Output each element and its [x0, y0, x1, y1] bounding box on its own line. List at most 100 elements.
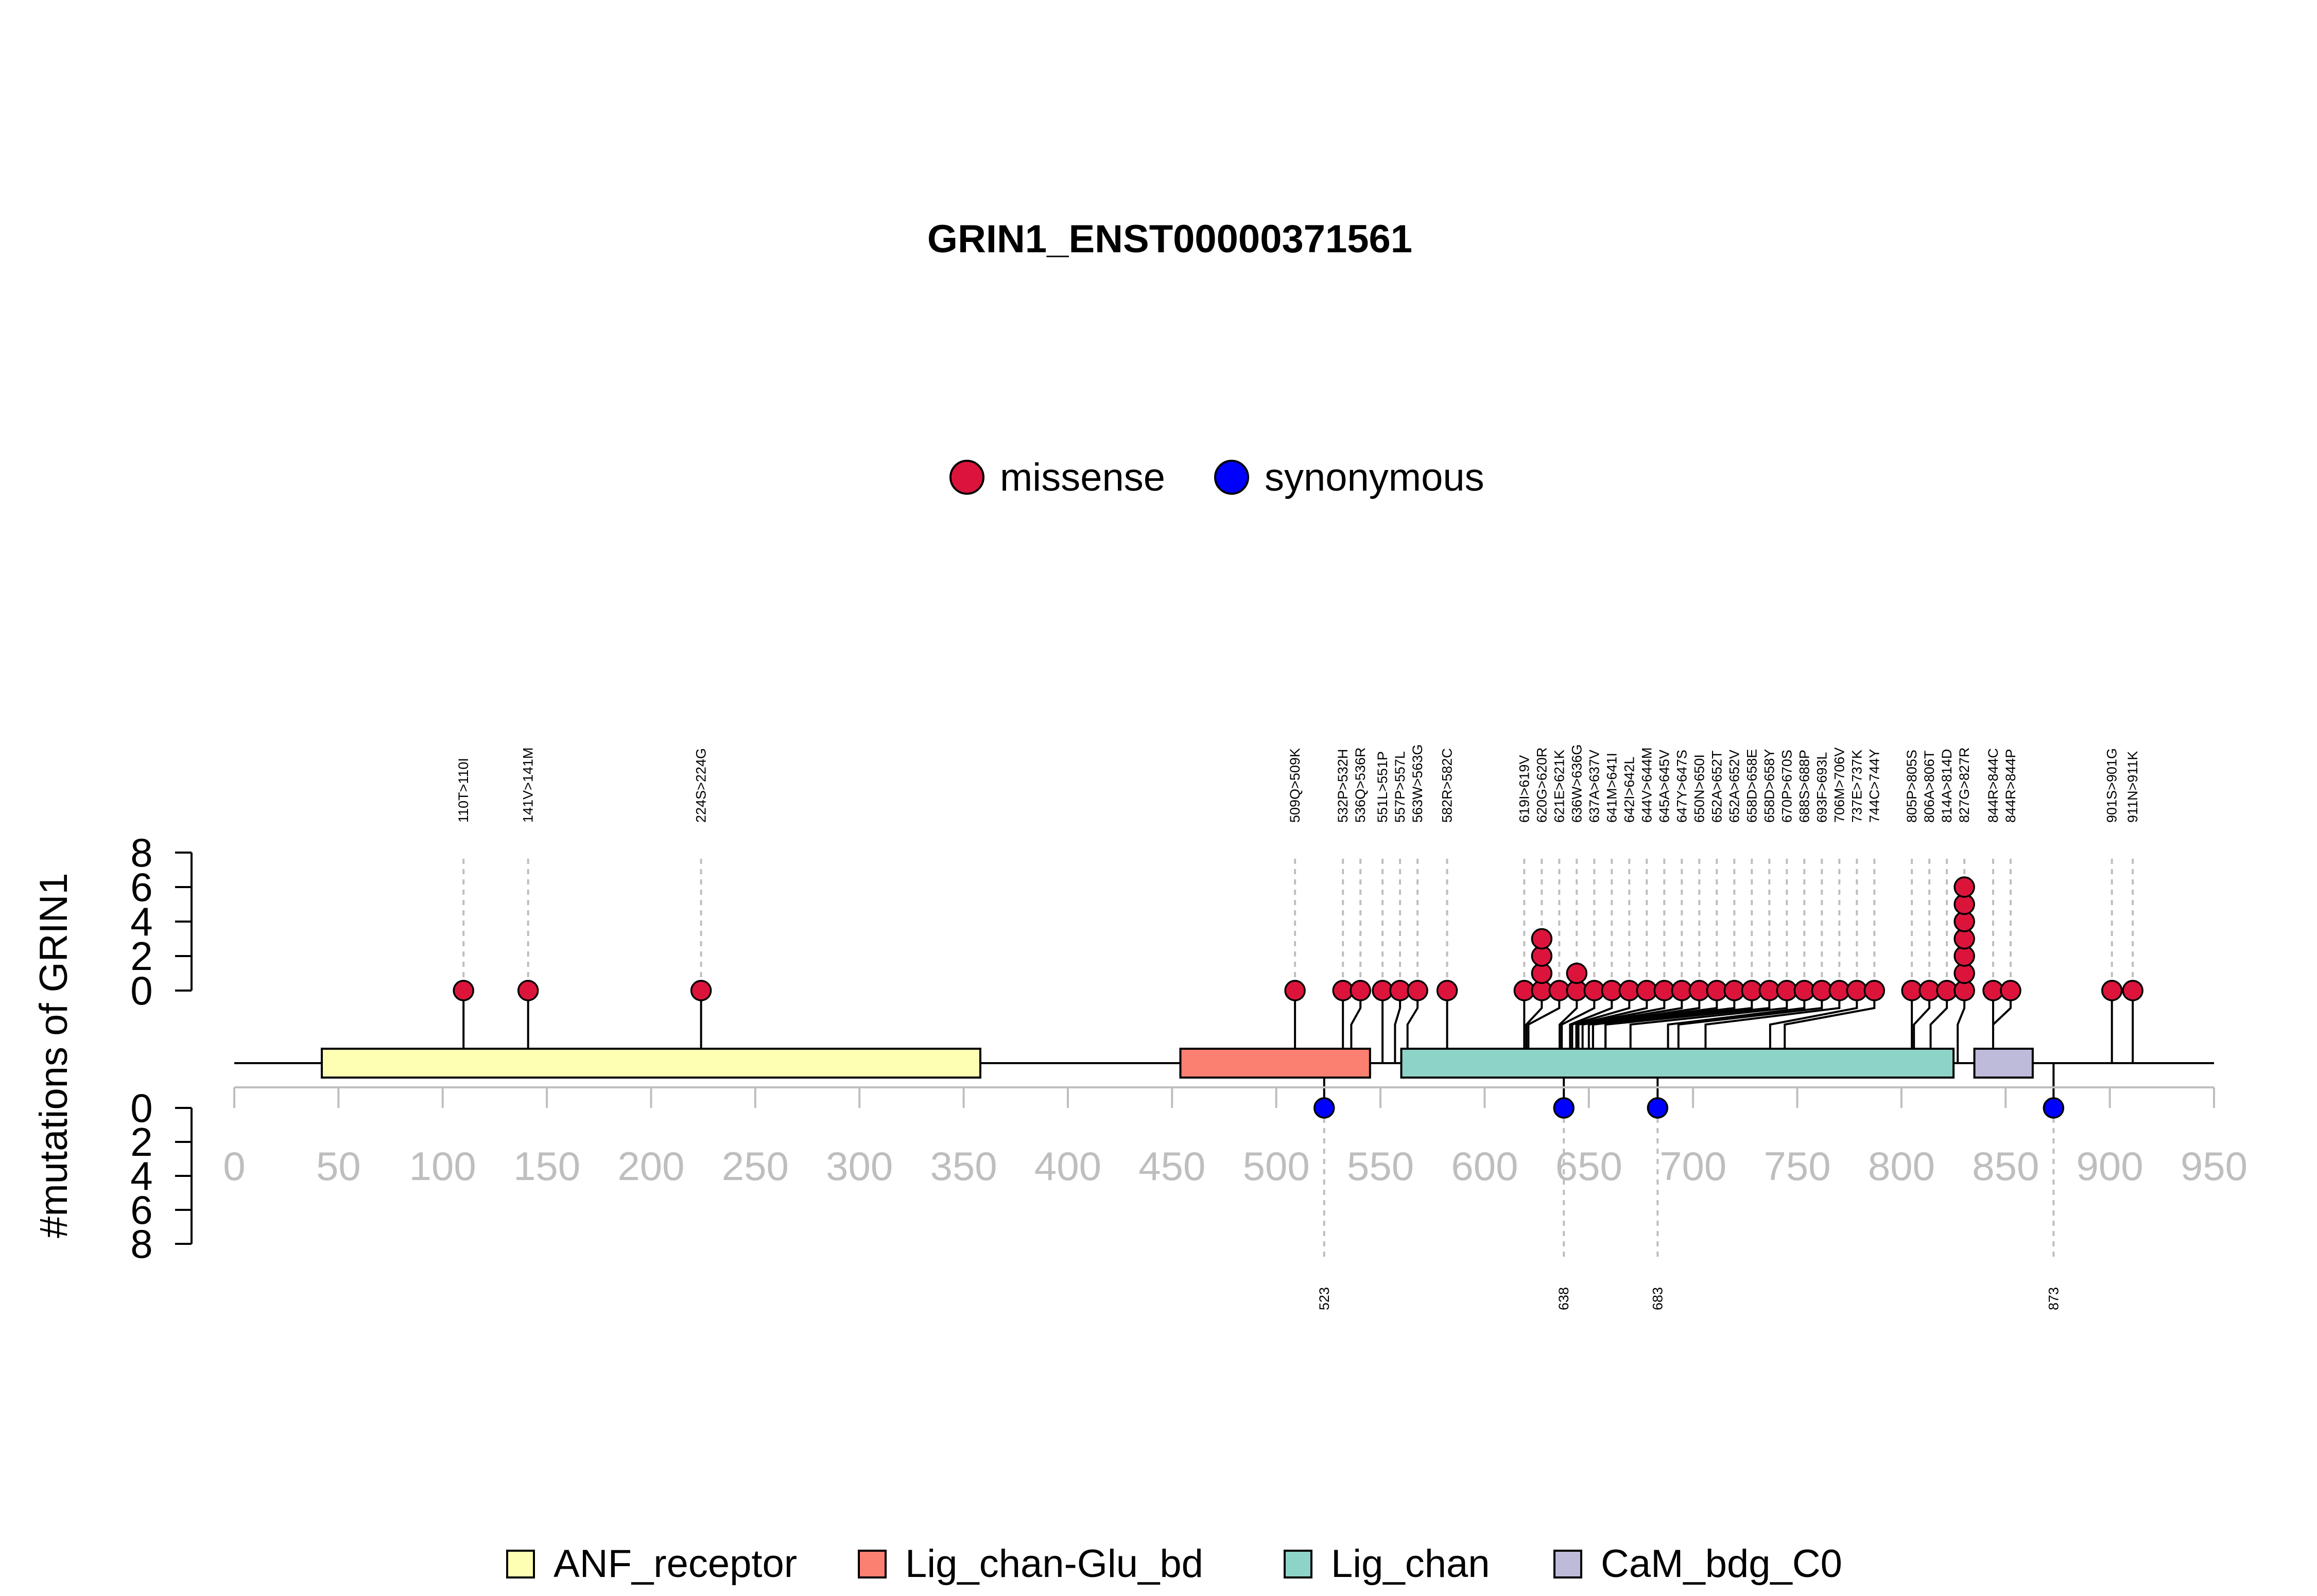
x-tick-label: 400	[1034, 1143, 1101, 1189]
missense-label: 645A>645V	[1656, 750, 1672, 823]
x-tick-label: 550	[1347, 1143, 1414, 1189]
missense-stem	[1667, 1000, 1806, 1063]
missense-stem	[1350, 1000, 1362, 1063]
y-axis-label: #mutations of GRIN1	[32, 873, 76, 1238]
x-tick-label: 300	[826, 1143, 893, 1189]
missense-label: 827G>827R	[1957, 748, 1972, 823]
missense-point	[690, 980, 712, 1001]
missense-point	[1953, 876, 1975, 898]
y-tick-label-lower: 2	[130, 1119, 152, 1165]
missense-label: 688S>688P	[1796, 750, 1812, 823]
missense-point	[1531, 928, 1553, 950]
missense-label: 644V>644M	[1639, 748, 1654, 823]
missense-stem	[1592, 1000, 1736, 1063]
missense-point	[2101, 980, 2123, 1001]
missense-label: 619I>619V	[1516, 755, 1532, 823]
missense-stem	[1704, 1000, 1841, 1063]
missense-stem	[1604, 1000, 1771, 1063]
x-axis: 0 50 100 150 200 250 300 350 400 450 500 550 600 650 7…	[223, 1086, 2247, 1189]
domain-box	[1400, 1048, 1955, 1079]
missense-stem	[1929, 1000, 1948, 1063]
x-tick-label: 700	[1659, 1143, 1726, 1189]
y-tick-label-lower: 8	[130, 1221, 152, 1267]
missense-label: 901S>901G	[2104, 748, 2120, 823]
x-tick-label: 850	[1972, 1143, 2039, 1189]
missense-point	[453, 980, 474, 1001]
mutation-points	[453, 876, 2143, 1119]
synonymous-point	[1553, 1097, 1575, 1119]
x-tick-label: 950	[2181, 1143, 2247, 1189]
x-tick-label: 800	[1868, 1143, 1935, 1189]
missense-point	[1284, 980, 1306, 1001]
missense-point	[2000, 980, 2021, 1001]
legend-domain-swatch	[858, 1550, 887, 1578]
x-tick-label: 900	[2077, 1143, 2143, 1189]
y-tick-label-upper: 8	[130, 830, 152, 875]
synonymous-label: 523	[1317, 1287, 1332, 1310]
domain-box	[1973, 1048, 2034, 1079]
domain-box	[320, 1048, 981, 1079]
y-tick-label-upper: 4	[130, 899, 152, 944]
lollipop-stems	[462, 1000, 2134, 1098]
missense-stem	[1569, 1000, 1613, 1063]
missense-stem	[1527, 1000, 1561, 1063]
synonymous-label: 638	[1556, 1287, 1571, 1310]
missense-point	[1566, 962, 1588, 984]
missense-stem	[1629, 1000, 1788, 1063]
missense-label: 563W>563G	[1410, 744, 1425, 823]
legend-domain-label: Lig_chan	[1331, 1542, 1490, 1586]
missense-label: 557P>557L	[1392, 751, 1408, 823]
domain-boxes	[320, 1048, 2034, 1079]
synonymous-label: 683	[1650, 1287, 1665, 1310]
missense-stem	[1559, 1000, 1578, 1063]
missense-label: 536Q>536R	[1353, 748, 1368, 823]
legend-domain-swatch	[506, 1550, 535, 1578]
missense-label: 620G>620R	[1534, 748, 1549, 823]
x-tick-label: 200	[617, 1143, 684, 1189]
missense-point	[1407, 980, 1428, 1001]
y-tick-label-upper: 0	[130, 968, 152, 1013]
missense-stem	[1677, 1000, 1823, 1063]
y-tick-label-lower: 6	[130, 1187, 152, 1233]
x-tick-label: 250	[722, 1143, 789, 1189]
missense-label: 844R>844C	[1985, 748, 2001, 823]
y-tick-label-lower: 0	[130, 1085, 152, 1131]
missense-label: 652A>652T	[1709, 751, 1724, 823]
domain-box	[1179, 1048, 1371, 1079]
missense-label: 141V>141M	[521, 748, 536, 823]
legend-mutation-label: synonymous	[1265, 456, 1484, 499]
mutation-legend: missense synonymous	[949, 456, 1484, 499]
missense-stem	[1577, 1000, 1666, 1063]
legend-mutation-swatch	[949, 460, 984, 495]
domain-legend: ANF_receptor Lig_chan-Glu_bd Lig_chan CaM_b…	[506, 1542, 1842, 1586]
y-tick-label-upper: 2	[130, 933, 152, 979]
missense-label: 805P>805S	[1904, 750, 1920, 823]
missense-label: 670P>670S	[1779, 750, 1794, 823]
missense-stem	[1587, 1000, 1701, 1063]
missense-label: 642I>642L	[1621, 757, 1637, 823]
missense-label: 637A>637V	[1586, 750, 1602, 823]
missense-label: 658D>658Y	[1761, 749, 1777, 823]
missense-stem	[1525, 1000, 1543, 1063]
missense-label: 110T>110I	[456, 758, 471, 823]
missense-label: 658D>658E	[1744, 749, 1759, 823]
chart-title: GRIN1_ENST00000371561	[927, 217, 1412, 261]
x-tick-label: 150	[513, 1143, 580, 1189]
x-tick-label: 450	[1138, 1143, 1205, 1189]
missense-label: 844R>844P	[2003, 749, 2018, 823]
missense-point	[2122, 980, 2143, 1001]
missense-stem	[1769, 1000, 1858, 1063]
missense-stem	[1571, 1000, 1631, 1063]
guide-lines	[462, 859, 2134, 1260]
legend-mutation-label: missense	[1000, 456, 1165, 499]
missense-point	[1436, 980, 1458, 1001]
missense-label: 706M>706V	[1831, 748, 1847, 823]
missense-point	[1863, 980, 1886, 1001]
x-tick-label: 50	[316, 1143, 361, 1189]
x-tick-label: 600	[1451, 1143, 1518, 1189]
missense-label: 744C>744Y	[1866, 749, 1882, 823]
legend-domain-swatch	[1553, 1550, 1582, 1578]
missense-stem	[1784, 1000, 1876, 1063]
missense-label: 814A>814D	[1939, 749, 1955, 823]
